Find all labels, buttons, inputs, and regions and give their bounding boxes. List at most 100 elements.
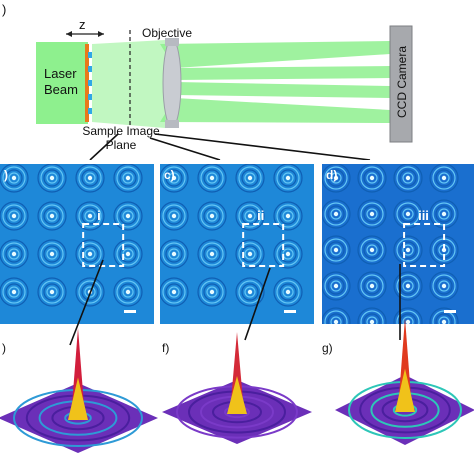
objective-lens [162, 38, 182, 128]
ring-spot [273, 277, 303, 307]
scale-bar [284, 310, 296, 313]
sample-plane-line2: Plane [105, 138, 137, 152]
ring-spot [113, 201, 143, 231]
panel-letter: ) [4, 168, 8, 182]
ring-spot [37, 239, 67, 269]
sample-plane-label: Sample Image Plane [66, 124, 176, 152]
image-panel-3: d) iii [322, 164, 474, 324]
ring-spot [235, 201, 265, 231]
ring-spot [160, 239, 189, 269]
ripple-ring [212, 400, 262, 424]
ring-spot [235, 164, 265, 193]
ripple-ring [224, 405, 250, 419]
ring-spot [393, 271, 423, 301]
beam-ray-4 [160, 98, 390, 123]
laser-label-line1: Laser [44, 66, 77, 81]
ring-spot [357, 271, 387, 301]
wafer-orange-layer [85, 44, 89, 122]
ring-spot [37, 164, 67, 193]
ring-spot [357, 164, 387, 193]
laser-label-line2: Beam [44, 82, 78, 97]
scale-bar [444, 310, 456, 313]
ring-spot [37, 277, 67, 307]
ripple-ring [38, 400, 118, 436]
selection-box [403, 223, 446, 267]
central-peak [71, 328, 85, 418]
ring-spot [0, 277, 29, 307]
ring-spot [160, 201, 189, 231]
ring-spot [357, 199, 387, 229]
speckle-image [0, 164, 154, 324]
laser-beam-block [36, 42, 88, 124]
surface-letter: f) [162, 341, 169, 355]
ripple-ring [51, 405, 105, 431]
roman-numeral: ii [257, 208, 265, 223]
ring-spot [160, 164, 189, 193]
surface-plot-2 [162, 332, 312, 444]
arrow-to-b [89, 133, 119, 160]
image-panel-1: ) i [0, 164, 154, 324]
surface-letter: g) [322, 341, 333, 355]
surface-letter: ) [2, 341, 6, 355]
ring-spot [429, 307, 459, 324]
ripple-ring [25, 394, 131, 442]
ring-spot [0, 164, 29, 193]
wafer-blue-dots [88, 52, 92, 114]
ccd-camera [389, 25, 413, 143]
image-panel-2: c) ii [160, 164, 314, 324]
arrow-to-c [149, 137, 221, 160]
objective-label: Objective [142, 26, 193, 40]
near-field-light [92, 40, 165, 128]
ring-spot [160, 277, 189, 307]
panel-letter: d) [326, 168, 338, 182]
roman-numeral: i [97, 208, 101, 223]
ring-spot [322, 235, 351, 265]
ring-spot [113, 239, 143, 269]
ring-spot [393, 199, 423, 229]
beam-ray-1 [160, 41, 390, 68]
ring-spot [322, 164, 351, 193]
ring-spot [322, 307, 351, 324]
surface-base [0, 383, 158, 453]
ring-spot [75, 201, 105, 231]
peak-base [68, 377, 88, 420]
ring-spot [113, 277, 143, 307]
ripple-ring [64, 411, 92, 425]
central-peak [230, 332, 244, 412]
panel-a-label: ) [2, 2, 7, 17]
central-peak [398, 318, 412, 410]
surface-plot-1 [0, 328, 158, 453]
surface-plot-3 [335, 318, 474, 445]
ring-spot [273, 239, 303, 269]
ring-spot [0, 239, 29, 269]
surface-base [335, 375, 474, 445]
ring-spot [357, 235, 387, 265]
ripple-ring [13, 389, 143, 447]
peak-base [395, 368, 415, 412]
ripple-ring [188, 390, 286, 434]
z-label: z [79, 17, 86, 32]
peak-base [227, 376, 247, 414]
ring-spot [197, 201, 227, 231]
camera-label: CCD Camera [395, 46, 409, 119]
ring-spot [393, 164, 423, 193]
selection-box [242, 223, 285, 267]
ripple-ring [392, 403, 418, 417]
ring-spot [0, 201, 29, 231]
ring-spot [393, 235, 423, 265]
ring-spot [322, 271, 351, 301]
speckle-image [322, 164, 474, 324]
panel-letter: c) [164, 168, 175, 182]
ring-spot [197, 164, 227, 193]
surface-base [162, 380, 312, 444]
ripple-ring [176, 385, 298, 439]
roman-numeral: iii [418, 208, 429, 223]
arrow-to-d [154, 133, 371, 160]
ring-spot [322, 199, 351, 229]
ripple-ring [359, 386, 451, 434]
ring-spot [357, 307, 387, 324]
setup-diagram [36, 25, 413, 160]
sample-plane-line1: Sample Image [82, 124, 160, 138]
scale-bar [124, 310, 136, 313]
laser-label: Laser Beam [44, 66, 78, 98]
